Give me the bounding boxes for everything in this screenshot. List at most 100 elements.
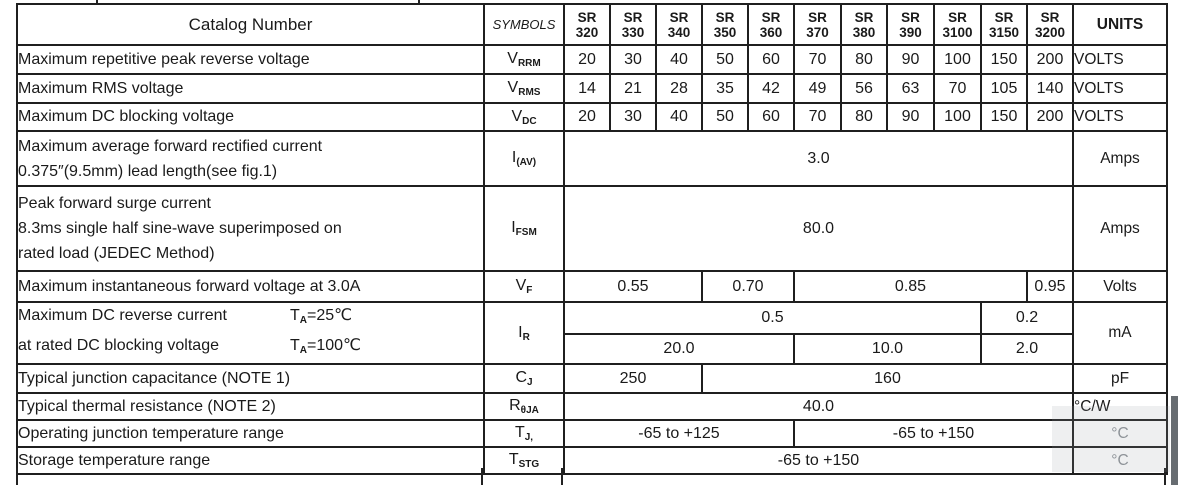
value-cell: 80.0: [563, 185, 1074, 272]
column-header-sr340: SR 340: [655, 3, 703, 46]
part-line2: 330: [621, 24, 645, 40]
condition-base: T: [290, 337, 300, 354]
param-label: Maximum DC reverse current TA=25℃ at rate…: [16, 301, 485, 365]
part-line2: 3150: [988, 24, 1020, 40]
value-cell: 28: [655, 73, 703, 104]
value-cell: 35: [701, 73, 749, 104]
symbol-cell: RθJA: [483, 392, 565, 421]
table-continuation-line: [481, 468, 483, 485]
column-header-sr370: SR 370: [793, 3, 842, 46]
column-header-sr3200: SR 3200: [1026, 3, 1074, 46]
column-header-sr390: SR 390: [886, 3, 935, 46]
label-line: Peak forward surge current: [18, 195, 211, 212]
watermark-smudge: [1052, 406, 1170, 472]
symbol-cell: TSTG: [483, 446, 565, 475]
value-cell: 0.2: [980, 301, 1074, 335]
value-cell: 150: [980, 102, 1028, 132]
symbol-subscript: J,: [524, 432, 534, 443]
value-cell: 140: [1026, 73, 1074, 104]
condition-value: =25℃: [307, 307, 353, 324]
value-cell: 105: [980, 73, 1028, 104]
symbol-subscript: R: [522, 331, 530, 343]
right-edge-dark-bar: [1171, 396, 1178, 485]
row-vrrm: Maximum repetitive peak reverse voltage …: [16, 44, 1168, 75]
part-line1: SR: [577, 9, 597, 25]
symbol-base: T: [514, 424, 525, 441]
value-cell: 50: [701, 102, 749, 132]
param-label: Maximum repetitive peak reverse voltage: [16, 44, 485, 75]
symbol-cell: VF: [483, 270, 565, 303]
part-line1: SR: [669, 9, 689, 25]
row-tj: Operating junction temperature range TJ,…: [16, 419, 1168, 448]
param-label: Typical junction capacitance (NOTE 1): [16, 363, 485, 394]
value-cell: -65 to +150: [793, 419, 1074, 448]
value-cell: 0.5: [563, 301, 982, 335]
part-line1: SR: [761, 9, 781, 25]
column-header-sr380: SR 380: [840, 3, 888, 46]
part-line1: SR: [1040, 9, 1060, 25]
crop-artifact-tick: [418, 0, 420, 5]
label-line: Maximum DC reverse current TA=25℃: [19, 304, 482, 333]
unit-cell: °C/W: [1072, 392, 1168, 421]
symbol-subscript: DC: [522, 115, 537, 127]
part-line1: SR: [623, 9, 643, 25]
value-cell: 21: [609, 73, 657, 104]
symbol-subscript: RRM: [517, 58, 541, 69]
symbols-header: SYMBOLS: [483, 3, 565, 46]
value-cell: 80: [840, 102, 888, 132]
header-row: Catalog Number SYMBOLS SR 320 SR 330 SR 340…: [16, 3, 1168, 46]
symbol-subscript: FSM: [515, 227, 537, 238]
symbol-subscript: RMS: [518, 87, 541, 98]
part-line2: 360: [759, 24, 783, 40]
catalog-number-header: Catalog Number: [16, 3, 485, 46]
maximum-ratings-table: Catalog Number SYMBOLS SR 320 SR 330 SR 340…: [16, 3, 1168, 475]
table-continuation-line: [16, 468, 18, 485]
row-vf: Maximum instantaneous forward voltage at…: [16, 270, 1168, 303]
symbol-cell: VDC: [483, 102, 565, 132]
value-cell: 2.0: [980, 332, 1074, 366]
param-label: Maximum average forward rectified curren…: [16, 130, 485, 187]
symbol-base: R: [509, 397, 521, 414]
value-cell: 20.0: [563, 332, 795, 366]
condition-subscript: A: [299, 315, 308, 326]
part-line2: 320: [575, 24, 599, 40]
symbol-base: I: [511, 219, 516, 236]
symbol-cell: I(AV): [483, 130, 565, 187]
value-cell: 20: [563, 44, 611, 75]
value-cell: 40: [655, 44, 703, 75]
label-text: at rated DC blocking voltage: [18, 337, 219, 354]
unit-cell: Volts: [1072, 270, 1168, 303]
condition-text: TA=25℃: [290, 307, 353, 326]
value-cell: 40.0: [563, 392, 1074, 421]
label-line: at rated DC blocking voltage TA=100℃: [18, 333, 482, 362]
value-cell: 100: [933, 44, 982, 75]
label-line: Maximum average forward rectified curren…: [18, 137, 323, 155]
param-label: Peak forward surge current 8.3ms single …: [16, 185, 485, 272]
part-line1: SR: [901, 9, 920, 25]
unit-cell: VOLTS: [1072, 44, 1168, 75]
row-tstg: Storage temperature range TSTG -65 to +1…: [16, 446, 1168, 475]
row-ir-100c: 20.0 10.0 2.0: [17, 332, 1167, 366]
value-cell: 90: [886, 44, 935, 75]
value-cell: 20: [563, 102, 611, 132]
value-cell: 80: [840, 44, 888, 75]
symbol-base: V: [507, 79, 519, 96]
symbol-base: V: [515, 277, 527, 294]
label-line: 8.3ms single half sine-wave superimposed…: [18, 220, 342, 237]
value-cell: 40: [655, 102, 703, 132]
value-cell: -65 to +125: [563, 419, 795, 448]
symbol-base: V: [507, 50, 518, 67]
part-line2: 390: [899, 24, 922, 40]
unit-cell: pF: [1072, 363, 1168, 394]
value-cell: 0.95: [1026, 270, 1074, 303]
part-line2: 3100: [942, 24, 973, 40]
symbol-cell: VRRM: [483, 44, 565, 75]
symbol-cell: IFSM: [483, 185, 565, 272]
value-cell: 70: [793, 44, 842, 75]
table-continuation-line: [1164, 468, 1166, 485]
column-header-sr350: SR 350: [701, 3, 749, 46]
symbol-cell: VRMS: [483, 73, 565, 104]
condition-text: TA=100℃: [290, 337, 361, 356]
value-cell: 3.0: [563, 130, 1074, 187]
